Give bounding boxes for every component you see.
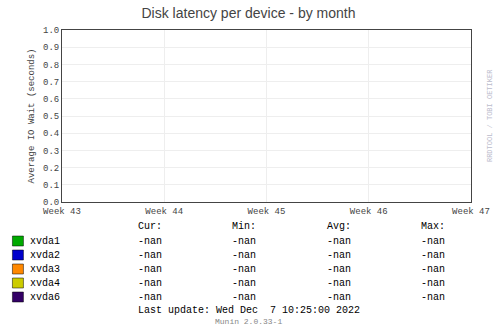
svg-text:0.3: 0.3 <box>43 147 59 157</box>
svg-text:-nan: -nan <box>421 278 445 289</box>
svg-text:-nan: -nan <box>327 278 351 289</box>
svg-text:-nan: -nan <box>232 278 256 289</box>
svg-text:Avg:: Avg: <box>327 221 351 232</box>
svg-text:0.1: 0.1 <box>43 181 59 191</box>
svg-text:Week 47: Week 47 <box>452 207 490 217</box>
svg-text:-nan: -nan <box>232 292 256 303</box>
svg-text:-nan: -nan <box>138 264 162 275</box>
svg-text:1.0: 1.0 <box>43 26 59 36</box>
svg-text:xvda3: xvda3 <box>30 264 60 275</box>
svg-text:-nan: -nan <box>232 264 256 275</box>
svg-text:RRDTOOL / TOBI OETIKER: RRDTOOL / TOBI OETIKER <box>486 69 494 162</box>
svg-text:Week 44: Week 44 <box>145 207 183 217</box>
svg-text:0.4: 0.4 <box>43 129 59 139</box>
svg-text:-nan: -nan <box>327 250 351 261</box>
svg-text:-nan: -nan <box>421 250 445 261</box>
svg-text:Max:: Max: <box>421 221 445 232</box>
svg-text:Disk latency per device - by m: Disk latency per device - by month <box>142 5 356 21</box>
svg-text:Week 45: Week 45 <box>248 207 286 217</box>
svg-text:-nan: -nan <box>421 292 445 303</box>
svg-text:Min:: Min: <box>232 221 256 232</box>
svg-text:Week 43: Week 43 <box>43 207 81 217</box>
svg-text:-nan: -nan <box>232 250 256 261</box>
svg-text:-nan: -nan <box>232 236 256 247</box>
svg-text:0.0: 0.0 <box>43 198 59 208</box>
svg-text:xvda6: xvda6 <box>30 292 60 303</box>
svg-text:-nan: -nan <box>327 236 351 247</box>
svg-text:-nan: -nan <box>138 250 162 261</box>
svg-text:Cur:: Cur: <box>138 221 162 232</box>
svg-text:0.6: 0.6 <box>43 95 59 105</box>
svg-text:0.7: 0.7 <box>43 78 59 88</box>
svg-text:-nan: -nan <box>327 264 351 275</box>
svg-text:-nan: -nan <box>421 264 445 275</box>
svg-text:-nan: -nan <box>138 236 162 247</box>
svg-text:0.5: 0.5 <box>43 112 59 122</box>
svg-text:0.9: 0.9 <box>43 43 59 53</box>
svg-text:-nan: -nan <box>138 292 162 303</box>
svg-text:Last update: Wed Dec 7 10:25:: Last update: Wed Dec 7 10:25:00 2022 <box>138 305 360 316</box>
svg-text:Average IO Wait (seconds): Average IO Wait (seconds) <box>27 48 37 183</box>
svg-text:Week 46: Week 46 <box>350 207 388 217</box>
svg-text:0.2: 0.2 <box>43 164 59 174</box>
svg-text:xvda2: xvda2 <box>30 250 60 261</box>
svg-text:xvda1: xvda1 <box>30 236 60 247</box>
svg-text:xvda4: xvda4 <box>30 278 60 289</box>
svg-text:0.8: 0.8 <box>43 61 59 71</box>
svg-text:Munin 2.0.33-1: Munin 2.0.33-1 <box>215 317 282 326</box>
svg-text:-nan: -nan <box>327 292 351 303</box>
svg-text:-nan: -nan <box>421 236 445 247</box>
svg-text:-nan: -nan <box>138 278 162 289</box>
